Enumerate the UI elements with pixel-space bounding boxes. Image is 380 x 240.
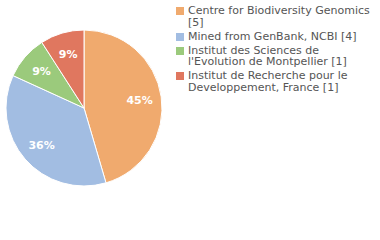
data-labels: 45% 36% 9% 9% (28, 48, 152, 152)
legend-entry: Mined from GenBank, NCBI [4] (174, 31, 378, 43)
legend-swatch (176, 7, 184, 15)
legend-label: Institut de Recherche pour le Developpem… (188, 70, 376, 93)
legend-label: Mined from GenBank, NCBI [4] (188, 31, 376, 43)
data-label: 9% (59, 48, 78, 61)
legend-swatch (176, 47, 184, 55)
legend-label: Centre for Biodiversity Genomics [5] (188, 5, 376, 28)
slices (6, 30, 162, 186)
legend-entry: Centre for Biodiversity Genomics [5] (174, 5, 378, 28)
legend-swatch (176, 33, 184, 41)
legend-label: Institut des Sciences de l'Evolution de … (188, 45, 376, 68)
data-label: 45% (126, 94, 152, 107)
data-label: 9% (32, 65, 51, 78)
legend-entry: Institut des Sciences de l'Evolution de … (174, 45, 378, 68)
legend-entry: Institut de Recherche pour le Developpem… (174, 70, 378, 93)
legend-swatch (176, 72, 184, 80)
data-label: 36% (28, 139, 54, 152)
legend: Centre for Biodiversity Genomics [5] Mine… (174, 5, 378, 96)
